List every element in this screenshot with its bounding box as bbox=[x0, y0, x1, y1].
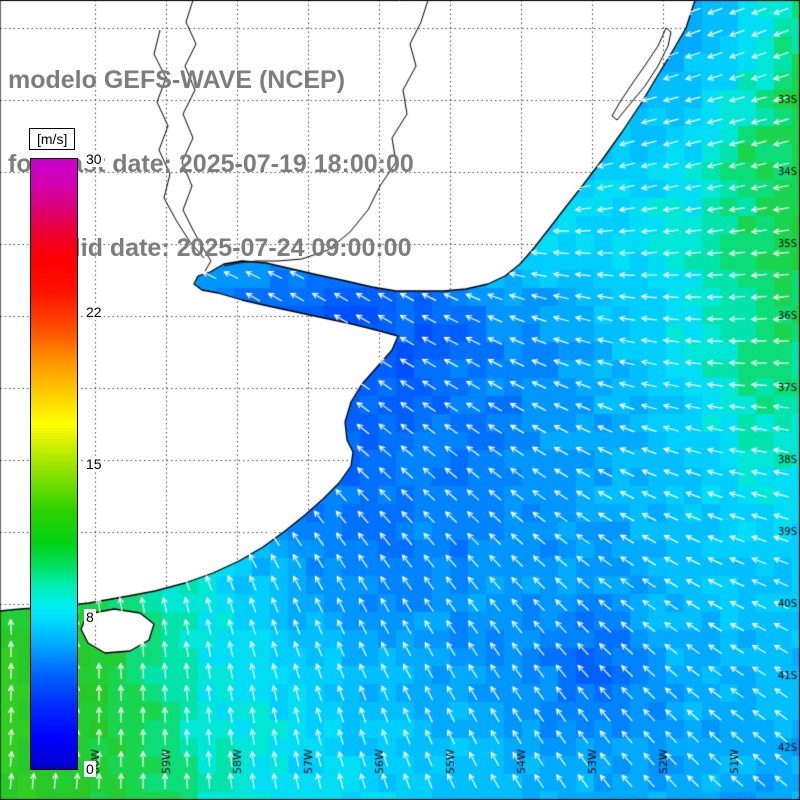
colorbar-tick-22: 22 bbox=[84, 303, 104, 320]
colorbar: [m/s] 30 22 15 8 0 bbox=[28, 128, 138, 778]
colorbar-tick-30: 30 bbox=[84, 151, 104, 167]
colorbar-gradient bbox=[30, 158, 78, 770]
colorbar-unit-label: [m/s] bbox=[29, 128, 76, 150]
colorbar-tick-0: 0 bbox=[84, 761, 96, 777]
model-title: modelo GEFS-WAVE (NCEP) bbox=[8, 66, 346, 94]
colorbar-tick-8: 8 bbox=[84, 608, 96, 625]
colorbar-ticks: 30 22 15 8 0 bbox=[84, 151, 134, 777]
colorbar-tick-15: 15 bbox=[84, 456, 104, 472]
